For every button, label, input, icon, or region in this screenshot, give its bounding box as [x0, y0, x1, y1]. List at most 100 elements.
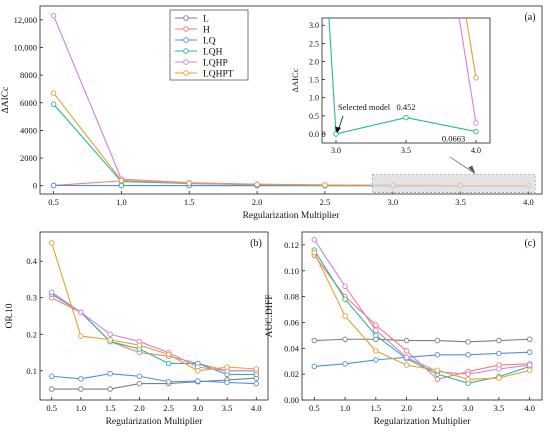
annotation-value-zero: 0 [322, 129, 326, 139]
y-tick-label: 0.08 [284, 292, 299, 302]
series-line-L [51, 377, 257, 390]
inset-line-LQH [328, 18, 477, 135]
panel-b: 0.5 1.0 1.5 2.0 2.5 3.0 3.5 4.0 0.1 0.2 0.3 0.4 Regu… [5, 231, 269, 427]
y-tick-label: 0.1 [26, 366, 37, 376]
inset-y-tick-label: 3.0 [309, 21, 319, 30]
data-point-LQHP [342, 283, 348, 290]
y-tick-label: 0.02 [284, 369, 299, 379]
data-point-LQ [224, 379, 230, 386]
data-point-LQHPT [107, 336, 113, 343]
legend-marker-LQHP [183, 59, 189, 65]
inset-point-LQHPT [473, 75, 479, 81]
x-tick-label: 0.5 [46, 403, 57, 413]
data-point-L [403, 337, 410, 344]
data-point-LQH [373, 332, 379, 339]
annotation-value-00663: 0.0663 [442, 133, 465, 143]
data-point-LQHPT [496, 375, 502, 381]
data-point-LQHP [526, 362, 533, 368]
data-point-LQHP [311, 237, 318, 243]
x-tick-label: 3.5 [222, 403, 233, 413]
series-line-LQH [51, 293, 257, 375]
inset-x-tick-label: 3.0 [331, 146, 341, 155]
data-point-LQH [342, 296, 348, 302]
data-point-LQ [136, 373, 143, 380]
data-point-H [434, 376, 441, 383]
series-line-H [313, 254, 530, 380]
x-tick-label: 2.0 [252, 197, 263, 207]
series-line-LQHP [51, 291, 257, 372]
x-tick-label: 2.5 [432, 403, 443, 413]
inset-background [292, 12, 498, 165]
y-tick-label: 12,000 [14, 15, 37, 25]
data-point-LQHPT [526, 367, 533, 374]
data-point-LQHPT [311, 249, 318, 256]
data-point-LQHP [465, 371, 471, 377]
legend-marker-LQ [183, 37, 189, 43]
data-point-L [465, 339, 471, 345]
data-point-LQHPT [118, 177, 125, 184]
x-tick-label: 3.5 [455, 197, 466, 207]
panel-a: 0.5 1.0 1.5 2.0 2.5 3.0 3.5 4.0 0 2000 4000 6000 800… [1, 5, 543, 221]
zoom-region [372, 174, 536, 193]
x-axis-label: Regularization Multiplier [374, 417, 472, 427]
data-point-L [107, 386, 113, 392]
data-point-LQ [465, 352, 471, 358]
legend-marker-LQHPT [183, 70, 189, 76]
y-tick-label: 0.10 [284, 266, 299, 276]
data-point-L [342, 336, 348, 343]
inset-point-LQH [403, 114, 409, 121]
data-point-LQ [195, 378, 201, 384]
plot-frame-c [301, 231, 543, 401]
data-point-LQH [50, 101, 57, 107]
data-point-LQHPT [434, 367, 441, 374]
data-point-L [48, 386, 55, 392]
inset-y-axis-label: ΔAICc [290, 68, 300, 92]
data-point-LQHP [403, 354, 410, 361]
data-point-LQ [48, 373, 55, 380]
x-tick-label: 2.5 [320, 197, 331, 207]
legend-entry-L: L [203, 15, 209, 25]
y-axis-label: ΔAICc [1, 87, 11, 114]
annotation-selected-model: Selected model [338, 102, 391, 112]
inset-y-tick-label: 2.5 [309, 39, 319, 48]
y-tick-label: 0 [33, 181, 37, 191]
x-tick-label: 2.5 [163, 403, 174, 413]
data-point-L [136, 380, 143, 387]
y-tick-label: 10,000 [14, 42, 37, 52]
x-tick-label: 4.0 [251, 403, 262, 413]
legend-entry-H: H [203, 26, 210, 36]
series-line-LQ [314, 351, 530, 367]
data-point-LQ [526, 349, 533, 355]
data-point-LQHPT [465, 376, 471, 383]
y-tick-label: 2000 [20, 153, 37, 163]
series-line-L [314, 338, 530, 343]
inset-chart: 3.0 3.5 4.0 0.0 0.5 1.0 1.5 2.0 2.5 3.0 ΔAICc Selec… [290, 12, 498, 165]
plot-frame-a [39, 5, 543, 195]
x-tick-label: 0.5 [309, 403, 320, 413]
inset-lines [328, 18, 479, 137]
y-tick-label: 8000 [20, 70, 37, 80]
data-point-LQ [253, 380, 260, 387]
data-point-H [403, 348, 410, 354]
data-point-LQ [342, 361, 348, 367]
y-axis-label: OR.10 [5, 303, 15, 328]
data-point-L [434, 337, 441, 344]
panel-tag: (c) [524, 238, 535, 249]
legend-entry-LQH: LQH [203, 48, 223, 58]
panel-tag: (b) [250, 238, 262, 249]
y-tick-label: 0.4 [26, 256, 37, 266]
data-point-LQHPT [373, 348, 379, 354]
data-point-LQHP [50, 12, 57, 19]
data-point-LQHPT [165, 351, 172, 358]
data-point-LQHPT [403, 362, 410, 368]
y-tick-label: 0.3 [26, 293, 37, 303]
inset-line-LQHP [458, 18, 477, 124]
zoom-connector-line [449, 156, 476, 174]
legend-entry-LQ: LQ [203, 37, 216, 47]
series-line-LQHP [313, 239, 530, 375]
annotation-value-0452: 0.452 [396, 102, 415, 112]
data-point-H [373, 322, 379, 328]
y-tick-label: 4000 [20, 125, 37, 135]
